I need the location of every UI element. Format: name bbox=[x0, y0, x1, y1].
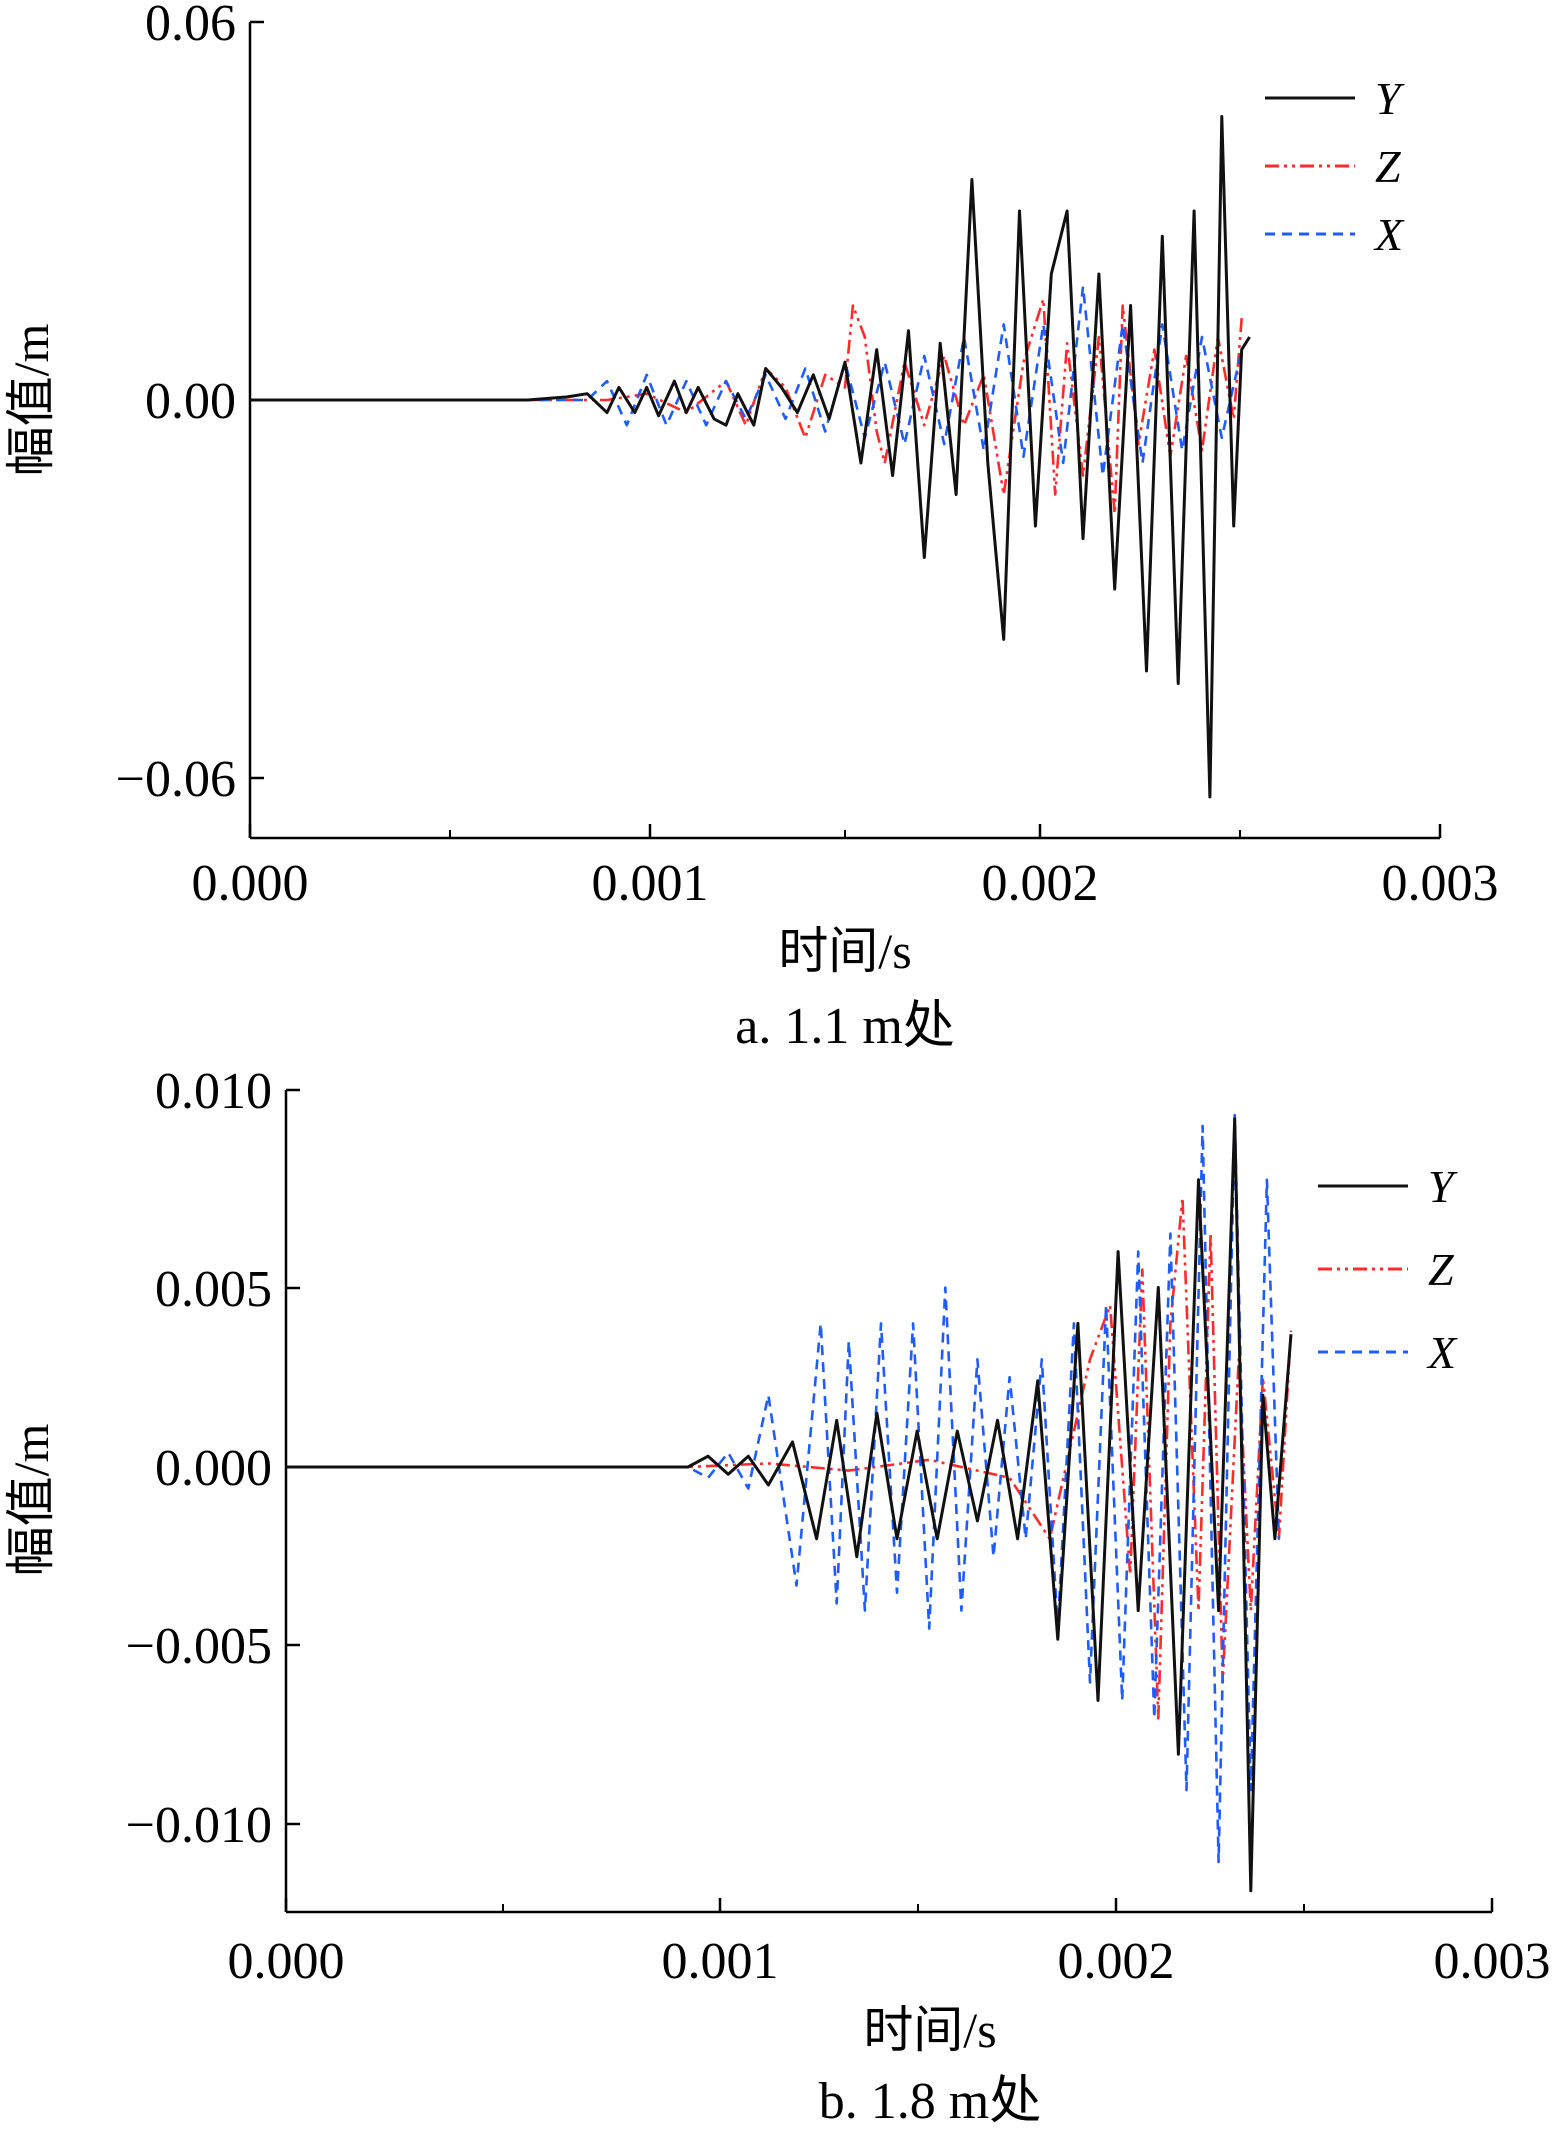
x-tick-label: 0.002 bbox=[1058, 1933, 1175, 1990]
x-ticks: 0.000 0.001 0.002 0.003 bbox=[228, 1898, 1551, 1990]
series-line-z bbox=[286, 1196, 1293, 1720]
x-tick-label: 0.000 bbox=[192, 855, 309, 912]
y-ticks: 0.010 0.005 0.000 −0.005 −0.010 bbox=[126, 1063, 300, 1854]
series-group bbox=[250, 115, 1251, 799]
series-line-y bbox=[250, 115, 1251, 799]
y-tick-label: −0.010 bbox=[126, 1797, 272, 1854]
legend-label-z: Z bbox=[1375, 141, 1401, 192]
x-axis-label: 时间/s bbox=[778, 923, 911, 979]
x-axis-label: 时间/s bbox=[863, 2002, 996, 2058]
y-tick-label: −0.005 bbox=[126, 1618, 272, 1675]
legend-label-y: Y bbox=[1428, 1161, 1458, 1212]
x-ticks: 0.000 0.001 0.002 0.003 bbox=[192, 824, 1499, 912]
y-tick-label: 0.000 bbox=[155, 1440, 272, 1497]
series-group bbox=[286, 1113, 1293, 1893]
y-tick-label: −0.06 bbox=[116, 751, 236, 808]
y-tick-label: 0.005 bbox=[155, 1261, 272, 1318]
y-axis-label: 幅值/m bbox=[3, 324, 59, 477]
x-tick-label: 0.002 bbox=[982, 855, 1099, 912]
legend-label-z: Z bbox=[1428, 1244, 1454, 1295]
x-tick-label: 0.003 bbox=[1434, 1933, 1551, 1990]
legend-label-x: X bbox=[1373, 209, 1405, 260]
x-tick-label: 0.003 bbox=[1382, 855, 1499, 912]
legend-label-y: Y bbox=[1375, 73, 1405, 124]
y-ticks: 0.06 0.00 −0.06 bbox=[116, 0, 264, 808]
y-tick-label: 0.010 bbox=[155, 1063, 272, 1120]
y-tick-label: 0.00 bbox=[145, 373, 236, 430]
x-tick-label: 0.000 bbox=[228, 1933, 345, 1990]
legend-label-x: X bbox=[1426, 1327, 1458, 1378]
y-axis-label: 幅值/m bbox=[3, 1424, 59, 1577]
chart-caption: a. 1.1 m处 bbox=[735, 998, 955, 1055]
x-tick-label: 0.001 bbox=[662, 1933, 779, 1990]
series-line-x bbox=[286, 1113, 1281, 1864]
y-tick-label: 0.06 bbox=[145, 0, 236, 52]
legend: YZX bbox=[1265, 73, 1405, 260]
x-tick-label: 0.001 bbox=[592, 855, 709, 912]
series-line-y bbox=[286, 1117, 1293, 1893]
chart-panel-a: 0.06 0.00 −0.06 0.000 0.001 0.002 0.003 YZX 时… bbox=[3, 0, 1499, 1055]
legend: YZX bbox=[1318, 1161, 1458, 1378]
chart-caption: b. 1.8 m处 bbox=[819, 2073, 1041, 2130]
